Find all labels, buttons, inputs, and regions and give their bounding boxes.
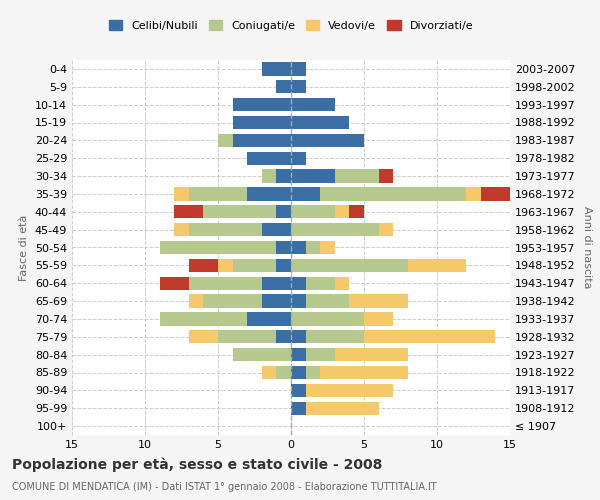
Bar bbox=[291, 276, 305, 290]
Bar bbox=[291, 80, 305, 94]
Bar bbox=[262, 366, 277, 379]
Text: Popolazione per età, sesso e stato civile - 2008: Popolazione per età, sesso e stato civil… bbox=[12, 458, 382, 472]
Bar bbox=[291, 170, 335, 183]
Bar bbox=[262, 294, 291, 308]
Bar bbox=[189, 276, 262, 290]
Bar bbox=[305, 402, 379, 415]
Bar bbox=[247, 187, 291, 200]
Bar bbox=[305, 276, 335, 290]
Bar bbox=[218, 134, 233, 147]
Bar bbox=[335, 276, 349, 290]
Bar bbox=[233, 348, 291, 362]
Bar bbox=[160, 241, 277, 254]
Bar bbox=[305, 241, 320, 254]
Bar bbox=[291, 205, 335, 218]
Bar bbox=[291, 152, 305, 165]
Bar bbox=[305, 366, 320, 379]
Bar bbox=[481, 187, 510, 200]
Bar bbox=[305, 348, 335, 362]
Bar bbox=[305, 330, 364, 344]
Bar bbox=[262, 170, 277, 183]
Bar bbox=[291, 62, 305, 76]
Bar bbox=[218, 330, 277, 344]
Bar bbox=[233, 258, 277, 272]
Bar bbox=[277, 80, 291, 94]
Bar bbox=[291, 134, 364, 147]
Bar bbox=[466, 187, 481, 200]
Bar bbox=[291, 330, 305, 344]
Legend: Celibi/Nubili, Coniugati/e, Vedovi/e, Divorziati/e: Celibi/Nubili, Coniugati/e, Vedovi/e, Di… bbox=[106, 17, 476, 34]
Bar bbox=[291, 402, 305, 415]
Bar bbox=[291, 366, 305, 379]
Bar bbox=[189, 223, 262, 236]
Bar bbox=[233, 116, 291, 129]
Bar bbox=[320, 366, 408, 379]
Bar bbox=[349, 205, 364, 218]
Bar bbox=[174, 223, 189, 236]
Bar bbox=[305, 294, 349, 308]
Bar bbox=[364, 312, 393, 326]
Bar bbox=[291, 348, 305, 362]
Bar bbox=[335, 170, 379, 183]
Bar bbox=[335, 348, 408, 362]
Bar bbox=[189, 258, 218, 272]
Bar bbox=[189, 330, 218, 344]
Bar bbox=[277, 330, 291, 344]
Bar bbox=[174, 205, 203, 218]
Bar bbox=[291, 384, 305, 397]
Bar bbox=[291, 294, 305, 308]
Bar bbox=[408, 258, 466, 272]
Bar bbox=[247, 152, 291, 165]
Bar bbox=[291, 116, 349, 129]
Bar bbox=[203, 294, 262, 308]
Bar bbox=[291, 312, 364, 326]
Bar bbox=[291, 241, 305, 254]
Bar bbox=[262, 276, 291, 290]
Bar bbox=[262, 223, 291, 236]
Y-axis label: Fasce di età: Fasce di età bbox=[19, 214, 29, 280]
Text: COMUNE DI MENDATICA (IM) - Dati ISTAT 1° gennaio 2008 - Elaborazione TUTTITALIA.: COMUNE DI MENDATICA (IM) - Dati ISTAT 1°… bbox=[12, 482, 437, 492]
Bar bbox=[320, 241, 335, 254]
Bar bbox=[364, 330, 496, 344]
Bar bbox=[160, 276, 189, 290]
Bar bbox=[277, 366, 291, 379]
Bar bbox=[277, 170, 291, 183]
Bar bbox=[379, 223, 393, 236]
Y-axis label: Anni di nascita: Anni di nascita bbox=[582, 206, 592, 289]
Bar bbox=[189, 294, 203, 308]
Bar bbox=[291, 223, 379, 236]
Bar bbox=[218, 258, 233, 272]
Bar bbox=[233, 134, 291, 147]
Bar bbox=[277, 258, 291, 272]
Bar bbox=[349, 294, 408, 308]
Bar bbox=[291, 258, 408, 272]
Bar bbox=[335, 205, 349, 218]
Bar bbox=[247, 312, 291, 326]
Bar bbox=[379, 170, 393, 183]
Bar bbox=[277, 241, 291, 254]
Bar bbox=[189, 187, 247, 200]
Bar bbox=[291, 98, 335, 112]
Bar bbox=[277, 205, 291, 218]
Bar bbox=[320, 187, 466, 200]
Bar bbox=[203, 205, 277, 218]
Bar bbox=[160, 312, 247, 326]
Bar bbox=[233, 98, 291, 112]
Bar bbox=[262, 62, 291, 76]
Bar bbox=[291, 187, 320, 200]
Bar bbox=[305, 384, 393, 397]
Bar bbox=[174, 187, 189, 200]
